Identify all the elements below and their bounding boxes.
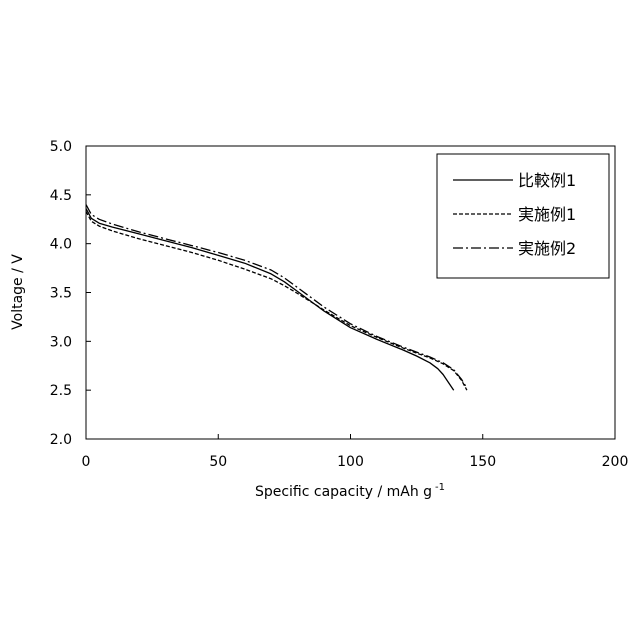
y-axis: 2.0 2.5 3.0 3.5 4.0 4.5 5.0 <box>50 139 91 448</box>
y-tick-label: 2.5 <box>50 383 72 399</box>
y-tick-label: 4.5 <box>50 188 72 204</box>
legend-label: 実施例2 <box>518 239 576 258</box>
x-tick-label: 200 <box>602 454 629 470</box>
x-tick-label: 0 <box>82 454 91 470</box>
legend-label: 実施例1 <box>518 205 576 224</box>
x-axis-label: Specific capacity / mAh g-1 <box>255 482 445 500</box>
y-tick-label: 3.0 <box>50 334 72 350</box>
y-tick-label: 3.5 <box>50 286 72 302</box>
y-tick-label: 4.0 <box>50 237 72 253</box>
legend-label: 比較例1 <box>518 171 576 190</box>
y-axis-label: Voltage / V <box>10 254 26 330</box>
legend: 比較例1 実施例1 実施例2 <box>437 154 609 278</box>
x-tick-label: 150 <box>469 454 496 470</box>
x-tick-label: 50 <box>209 454 227 470</box>
y-tick-label: 5.0 <box>50 139 72 155</box>
x-tick-label: 100 <box>337 454 364 470</box>
y-tick-label: 2.0 <box>50 432 72 448</box>
